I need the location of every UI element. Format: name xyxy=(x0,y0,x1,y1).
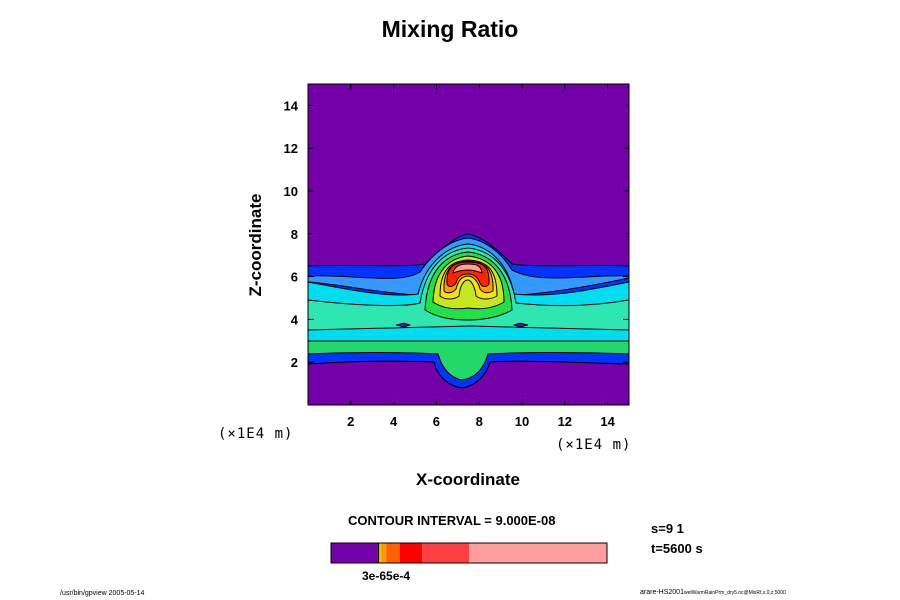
x-axis-ticks: 2 4 6 8 10 12 14 xyxy=(347,84,616,429)
x-tick-label: 4 xyxy=(390,414,398,429)
colorbar-segment xyxy=(400,543,423,563)
y-tick-label: 6 xyxy=(291,270,298,285)
colorbar-segment xyxy=(469,543,607,563)
y-tick-label: 2 xyxy=(291,355,298,370)
x-tick-label: 10 xyxy=(515,414,529,429)
x-axis-label: X-coordinate xyxy=(416,470,520,489)
footer-right-small: wetWarmRainPrm_dry5.nc@MixRt,x,0,z,5000 xyxy=(683,590,786,596)
y-tick-label: 12 xyxy=(284,141,298,156)
footer-left: /usr/bin/gpview 2005-05-14 xyxy=(60,590,145,597)
colorbar xyxy=(331,543,607,563)
chart-title: Mixing Ratio xyxy=(381,16,519,42)
notch-left xyxy=(395,322,412,328)
y-axis-ticks: 2 4 6 8 10 12 14 xyxy=(284,98,629,370)
colorbar-segment xyxy=(386,543,400,563)
band-pink xyxy=(452,263,483,274)
mixing-ratio-field xyxy=(308,84,629,405)
footer-right-main: arare-HS2001 xyxy=(640,589,684,596)
y-tick-label: 14 xyxy=(284,98,299,113)
y-tick-label: 8 xyxy=(291,227,298,242)
colorbar-label: 3e-65e-4 xyxy=(362,569,411,583)
x-tick-label: 8 xyxy=(476,414,483,429)
contour-interval-label: CONTOUR INTERVAL = 9.000E-08 xyxy=(348,513,556,528)
colorbar-segment xyxy=(377,543,380,563)
x-tick-label: 2 xyxy=(347,414,354,429)
step-label: s=9 1 xyxy=(651,521,684,536)
band-green-lower xyxy=(308,340,629,381)
colorbar-segment xyxy=(422,543,469,563)
y-tick-label: 10 xyxy=(284,184,298,199)
colorbar-segment xyxy=(331,543,378,563)
plot-frame xyxy=(307,83,630,406)
x-tick-label: 6 xyxy=(433,414,440,429)
colorbar-segment xyxy=(380,543,387,563)
y-tick-label: 4 xyxy=(291,312,299,327)
colorbar-segment xyxy=(379,543,381,563)
x-tick-label: 12 xyxy=(558,414,572,429)
time-label: t=5600 s xyxy=(651,541,703,556)
y-axis-unit: (×1E4 m) xyxy=(218,426,294,442)
notch-right xyxy=(512,322,529,328)
x-axis-unit: (×1E4 m) xyxy=(556,437,632,453)
footer-right: arare-HS2001wetWarmRainPrm_dry5.nc@MixRt… xyxy=(640,589,786,596)
x-tick-label: 14 xyxy=(600,414,615,429)
colorbar-frame xyxy=(330,542,608,564)
